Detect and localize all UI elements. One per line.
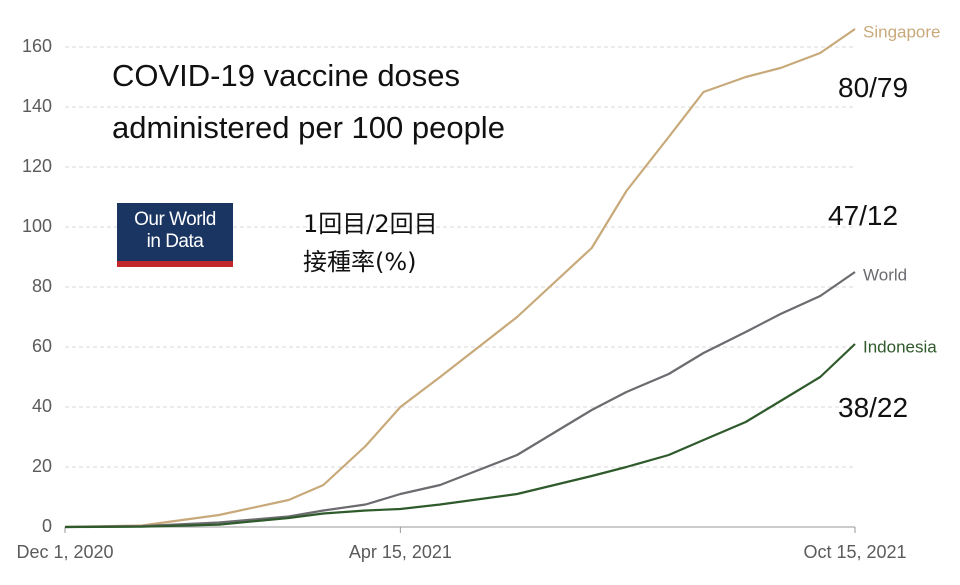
note: 1回目/2回目 接種率(%) [303,205,438,281]
y-tick-label: 120 [22,156,52,176]
annotation: 80/79 [838,72,909,103]
series-line [64,343,856,529]
y-tick-label: 140 [22,96,52,116]
logo-line: Our World [134,209,216,230]
x-tick-label: Oct 15, 2021 [803,542,906,562]
y-tick-label: 160 [22,36,52,56]
y-tick-label: 40 [32,396,52,416]
annotation: 47/12 [828,200,899,231]
y-tick-label: 80 [32,276,52,296]
y-tick-label: 0 [42,516,52,536]
chart-title: COVID-19 vaccine doses administered per … [112,58,505,145]
legend-label: World [863,265,907,284]
series-line [64,28,856,529]
legend-label: Indonesia [863,337,937,356]
x-tick-label: Apr 15, 2021 [349,542,452,562]
x-tick-label: Dec 1, 2020 [16,542,113,562]
series-line [64,271,856,529]
annotation: 38/22 [838,392,909,423]
y-tick-label: 60 [32,336,52,356]
note-line: 1回目/2回目 [303,210,438,238]
note-line: 接種率(%) [303,248,417,276]
logo-line: in Data [146,231,204,252]
legend-label: Singapore [863,22,941,41]
y-tick-label: 100 [22,216,52,236]
y-tick-label: 20 [32,456,52,476]
logo: Our World in Data [117,203,233,267]
